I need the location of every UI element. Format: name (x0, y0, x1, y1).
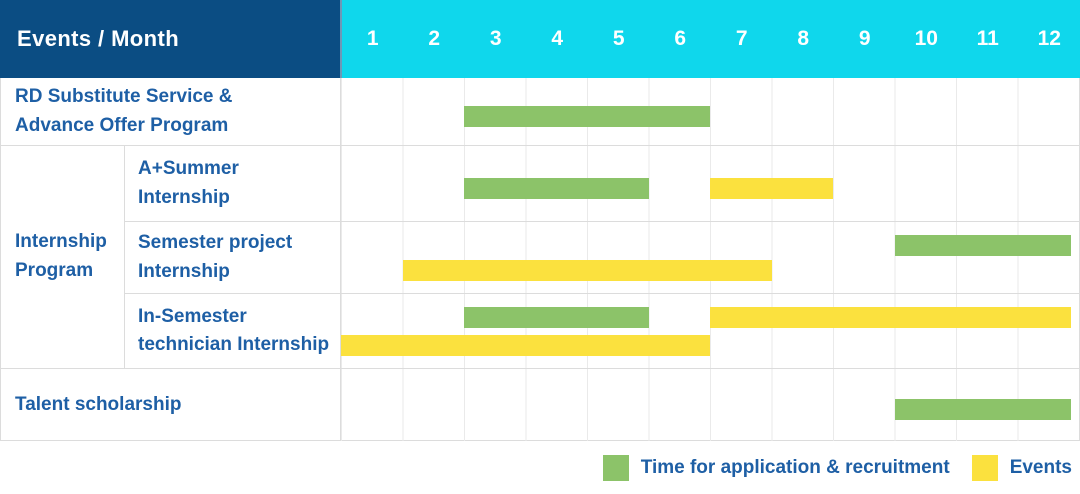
gantt-bar-green (464, 105, 710, 127)
gantt-bar-yellow (341, 335, 710, 356)
row-label-a-plus-summer: A+Summer Internship (125, 146, 341, 221)
green-swatch-icon (602, 454, 629, 481)
legend-label-events: Events (1009, 456, 1072, 478)
legend-item-events: Events (971, 454, 1072, 481)
row-label-talent-scholarship: Talent scholarship (1, 369, 341, 441)
gantt-bar-yellow (710, 177, 833, 199)
table-header: Events / Month 1 2 3 4 5 6 7 8 9 10 11 1… (0, 0, 1080, 78)
group-label-internship-program: Internship Program (1, 145, 125, 368)
month-label-7: 7 (735, 27, 748, 50)
table-body: RD Substitute Service & Advance Offer Pr… (0, 78, 1080, 441)
gantt-track-in-semester-technician (341, 293, 1079, 368)
row-label-rd-substitute: RD Substitute Service & Advance Offer Pr… (1, 78, 341, 145)
chart-legend: Time for application & recruitment Event… (0, 441, 1080, 494)
row-label-semester-project: Semester project Internship (125, 221, 341, 293)
gantt-track-a-plus-summer (341, 146, 1079, 221)
gantt-bar-yellow (402, 260, 772, 281)
gantt-bar-yellow (710, 307, 1071, 328)
gantt-track-talent-scholarship (341, 369, 1079, 441)
legend-label-application-recruitment: Time for application & recruitment (640, 456, 950, 478)
month-label-4: 4 (551, 27, 564, 50)
month-label-8: 8 (797, 27, 810, 50)
month-label-12: 12 (1037, 27, 1061, 50)
month-label-6: 6 (674, 27, 687, 50)
table-row-a-plus-summer: A+Summer Internship (1, 145, 1079, 221)
gantt-track-semester-project (341, 221, 1079, 293)
table-row-semester-project: Semester project Internship (1, 221, 1079, 293)
gantt-bar-green (464, 177, 649, 199)
row-label-in-semester-technician: In-Semester technician Internship (125, 293, 341, 368)
gantt-bar-green (464, 307, 649, 328)
month-label-11: 11 (976, 27, 999, 50)
month-axis-header: 1 2 3 4 5 6 7 8 9 10 11 12 (340, 0, 1080, 78)
gantt-bar-green (894, 235, 1071, 256)
yellow-swatch-icon (971, 454, 998, 481)
month-label-9: 9 (858, 27, 871, 50)
month-label-2: 2 (428, 27, 441, 50)
events-month-header-cell: Events / Month (0, 0, 340, 78)
month-label-3: 3 (489, 27, 502, 50)
table-row-in-semester-technician: In-Semester technician Internship (1, 293, 1079, 368)
month-label-1: 1 (366, 27, 379, 50)
gantt-track-rd-substitute (341, 78, 1079, 145)
legend-item-application-recruitment: Time for application & recruitment (602, 454, 950, 481)
gantt-bar-green (894, 399, 1071, 420)
table-row-talent-scholarship: Talent scholarship (1, 368, 1079, 441)
events-month-header-label: Events / Month (17, 26, 180, 51)
month-label-5: 5 (612, 27, 625, 50)
month-label-10: 10 (914, 27, 938, 50)
table-row-rd-substitute: RD Substitute Service & Advance Offer Pr… (1, 78, 1079, 145)
